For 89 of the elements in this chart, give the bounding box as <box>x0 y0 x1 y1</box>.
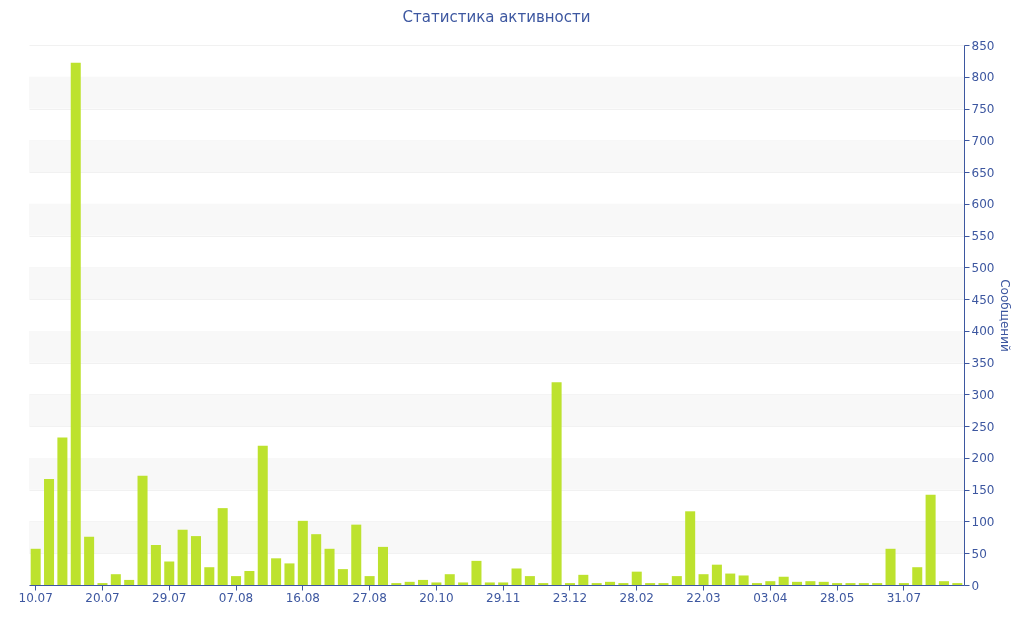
bar <box>511 568 522 585</box>
y-tick-label: 150 <box>971 483 995 498</box>
y-tick-label: 600 <box>971 197 995 212</box>
bar <box>818 581 829 585</box>
bar <box>765 581 776 585</box>
y-axis-title: Сообщений <box>998 279 1013 352</box>
y-tick-label: 400 <box>971 324 995 339</box>
bar <box>337 569 348 585</box>
bar <box>444 574 455 585</box>
bar <box>271 558 282 585</box>
bar <box>471 560 482 585</box>
bar <box>498 582 509 585</box>
bar <box>431 582 442 585</box>
y-tick-label: 200 <box>971 451 995 466</box>
x-tick-label: 20.10 <box>419 590 454 605</box>
y-tick-label: 450 <box>971 292 995 307</box>
bar <box>524 576 535 585</box>
bar <box>217 508 228 585</box>
bar <box>551 382 562 585</box>
bar <box>458 582 469 585</box>
bar <box>311 534 322 585</box>
bar <box>70 62 81 585</box>
bar <box>698 574 709 585</box>
x-tick-label: 22.03 <box>686 590 721 605</box>
bar <box>284 563 295 585</box>
bar <box>925 494 936 585</box>
y-tick-label: 0 <box>971 578 980 593</box>
bar <box>404 581 415 585</box>
bar <box>418 579 429 585</box>
bar <box>484 582 495 585</box>
bar <box>231 576 242 585</box>
y-tick-label: 650 <box>971 165 995 180</box>
bar <box>778 576 789 585</box>
x-tick-label: 29.11 <box>486 590 521 605</box>
bar <box>190 536 201 585</box>
bar <box>938 581 949 585</box>
y-tick-label: 700 <box>971 133 995 148</box>
bar <box>44 478 55 585</box>
bar <box>792 581 803 585</box>
bar <box>912 567 923 585</box>
x-tick-label: 07.08 <box>218 590 254 605</box>
y-tick-label: 250 <box>971 419 995 434</box>
x-tick-label: 28.02 <box>619 590 654 605</box>
bar <box>164 561 175 585</box>
bar <box>351 524 362 585</box>
bar <box>377 546 388 585</box>
bar <box>711 564 722 585</box>
bar <box>805 581 816 585</box>
y-tick-label: 50 <box>971 546 987 561</box>
bar <box>685 511 696 585</box>
y-tick-label: 300 <box>971 387 995 402</box>
y-tick-label: 750 <box>971 102 995 117</box>
bar <box>725 573 736 585</box>
bar <box>244 571 255 585</box>
bar <box>110 574 121 585</box>
bar <box>124 579 135 585</box>
y-tick-label: 550 <box>971 229 995 244</box>
x-tick-label: 31.07 <box>886 590 922 605</box>
bar <box>605 581 616 585</box>
bar <box>57 437 68 585</box>
bar <box>177 529 188 585</box>
bar <box>671 576 682 585</box>
chart-title: Статистика активности <box>402 8 591 26</box>
x-tick-label: 16.08 <box>285 590 320 605</box>
x-tick-label: 10.07 <box>18 590 53 605</box>
bar <box>364 576 375 585</box>
y-tick-label: 800 <box>971 70 995 85</box>
x-tick-label: 23.12 <box>552 590 588 605</box>
bar <box>137 475 148 585</box>
bar <box>578 574 589 585</box>
x-tick-label: 03.04 <box>753 590 788 605</box>
bar <box>150 544 161 585</box>
bar <box>297 520 308 585</box>
x-tick-label: 20.07 <box>85 590 120 605</box>
x-tick-label: 29.07 <box>152 590 187 605</box>
y-tick-label: 850 <box>971 38 995 53</box>
bar <box>324 548 335 585</box>
y-tick-label: 100 <box>971 514 995 529</box>
bar <box>738 575 749 585</box>
bar <box>84 536 95 585</box>
x-tick-label: 28.05 <box>819 590 855 605</box>
bar <box>631 571 642 585</box>
bar <box>204 567 215 585</box>
bar <box>30 548 41 585</box>
y-tick-label: 500 <box>971 260 995 275</box>
bar <box>885 548 896 585</box>
y-tick-label: 350 <box>971 356 995 371</box>
bar <box>257 445 268 585</box>
x-tick-label: 27.08 <box>352 590 387 605</box>
